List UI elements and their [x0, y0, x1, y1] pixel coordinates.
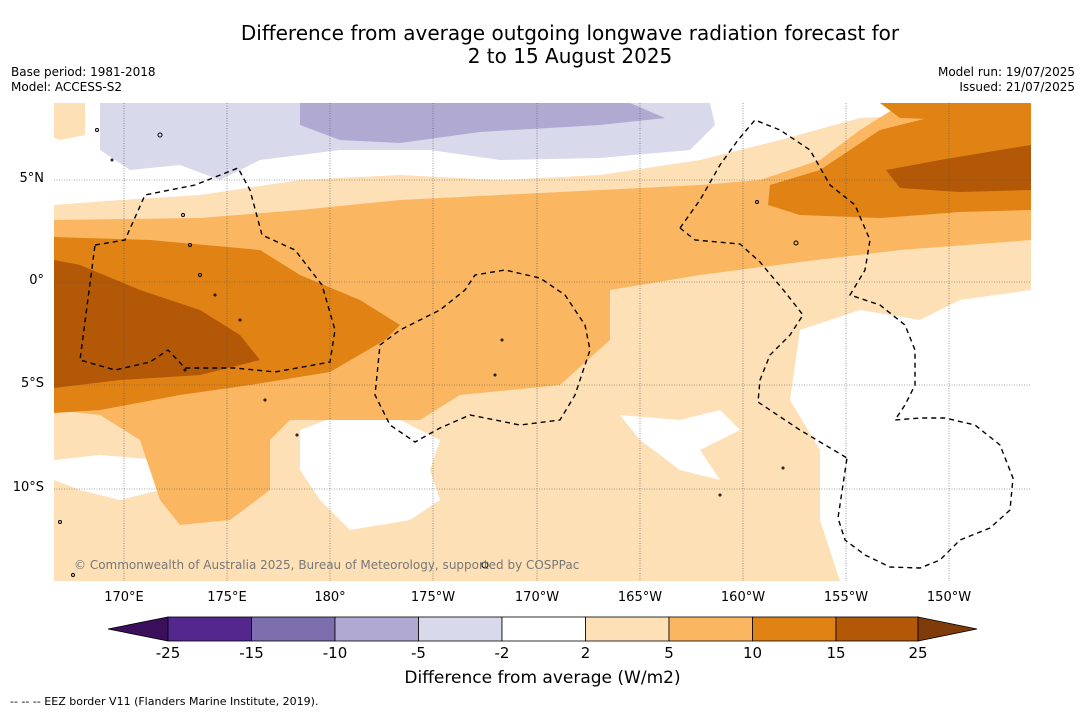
colorbar — [107, 616, 978, 642]
region-white-south-1 — [300, 415, 440, 530]
lon-label: 155°W — [823, 590, 869, 605]
colorbar-label: Difference from average (W/m2) — [404, 668, 681, 688]
issued-date: Issued: 21/07/2025 — [959, 80, 1075, 94]
region-brown — [54, 260, 260, 388]
lon-label: 165°W — [617, 590, 663, 605]
colorbar-min-extend — [107, 616, 169, 642]
colorbar-swatch — [167, 616, 252, 642]
colorbar-tick: 25 — [908, 644, 928, 662]
region-white-nw — [54, 103, 85, 140]
lon-label: 160°W — [720, 590, 766, 605]
model-run: Model run: 19/07/2025 — [937, 65, 1075, 79]
lon-label: 175°E — [207, 590, 247, 605]
colorbar-swatch — [334, 616, 419, 642]
map-title: Difference from average outgoing longwav… — [0, 22, 1085, 68]
colorbar-swatch — [251, 616, 336, 642]
gridlines — [54, 103, 1031, 581]
lat-label: 5°S — [20, 376, 44, 391]
region-white-south-2 — [620, 410, 740, 480]
colorbar-tick: -25 — [155, 644, 181, 662]
copyright-notice: © Commonwealth of Australia 2025, Bureau… — [74, 558, 580, 572]
colorbar-tick: 2 — [580, 644, 591, 662]
colorbar-swatch — [501, 616, 586, 642]
colorbar-tick: -5 — [411, 644, 426, 662]
colorbar-tick: 10 — [742, 644, 763, 662]
meta-left: Base period: 1981-2018 Model: ACCESS-S2 — [11, 65, 156, 95]
islands — [58, 128, 799, 577]
model-name: Model: ACCESS-S2 — [11, 80, 123, 94]
region-purple — [300, 103, 665, 143]
title-line-1: Difference from average outgoing longwav… — [240, 21, 900, 45]
lon-label: 175°W — [410, 590, 456, 605]
lat-label: 10°S — [12, 480, 44, 495]
region-white-southeast — [790, 290, 1031, 581]
eez-borders — [79, 119, 1014, 569]
title-line-2: 2 to 15 August 2025 — [467, 44, 673, 68]
colorbar-tick: 5 — [664, 644, 674, 662]
colorbar-max-extend — [917, 616, 978, 642]
colorbar-swatch — [835, 616, 919, 642]
lat-label: 5°N — [19, 171, 45, 186]
lat-label: 0° — [29, 273, 44, 288]
region-orange-dark-ne2 — [880, 103, 1031, 120]
colorbar-swatch — [585, 616, 670, 642]
colorbar-swatch — [752, 616, 837, 642]
footnote: -- -- -- EEZ border V11 (Flanders Marine… — [10, 695, 319, 708]
meta-right: Model run: 19/07/2025 Issued: 21/07/2025 — [938, 65, 1075, 95]
colorbar-swatch — [418, 616, 503, 642]
lon-label: 170°E — [104, 590, 144, 605]
colorbar-tick: -2 — [494, 644, 510, 662]
lon-label: 150°W — [926, 590, 972, 605]
lon-label: 180° — [314, 590, 346, 605]
colorbar-tick: 15 — [826, 644, 846, 662]
colorbar-tick: -15 — [239, 644, 264, 662]
base-period: Base period: 1981-2018 — [11, 65, 156, 79]
colorbar-swatch — [668, 616, 753, 642]
region-white-southwest — [54, 455, 160, 500]
lon-label: 170°W — [514, 590, 560, 605]
colorbar-tick: -10 — [322, 644, 348, 662]
